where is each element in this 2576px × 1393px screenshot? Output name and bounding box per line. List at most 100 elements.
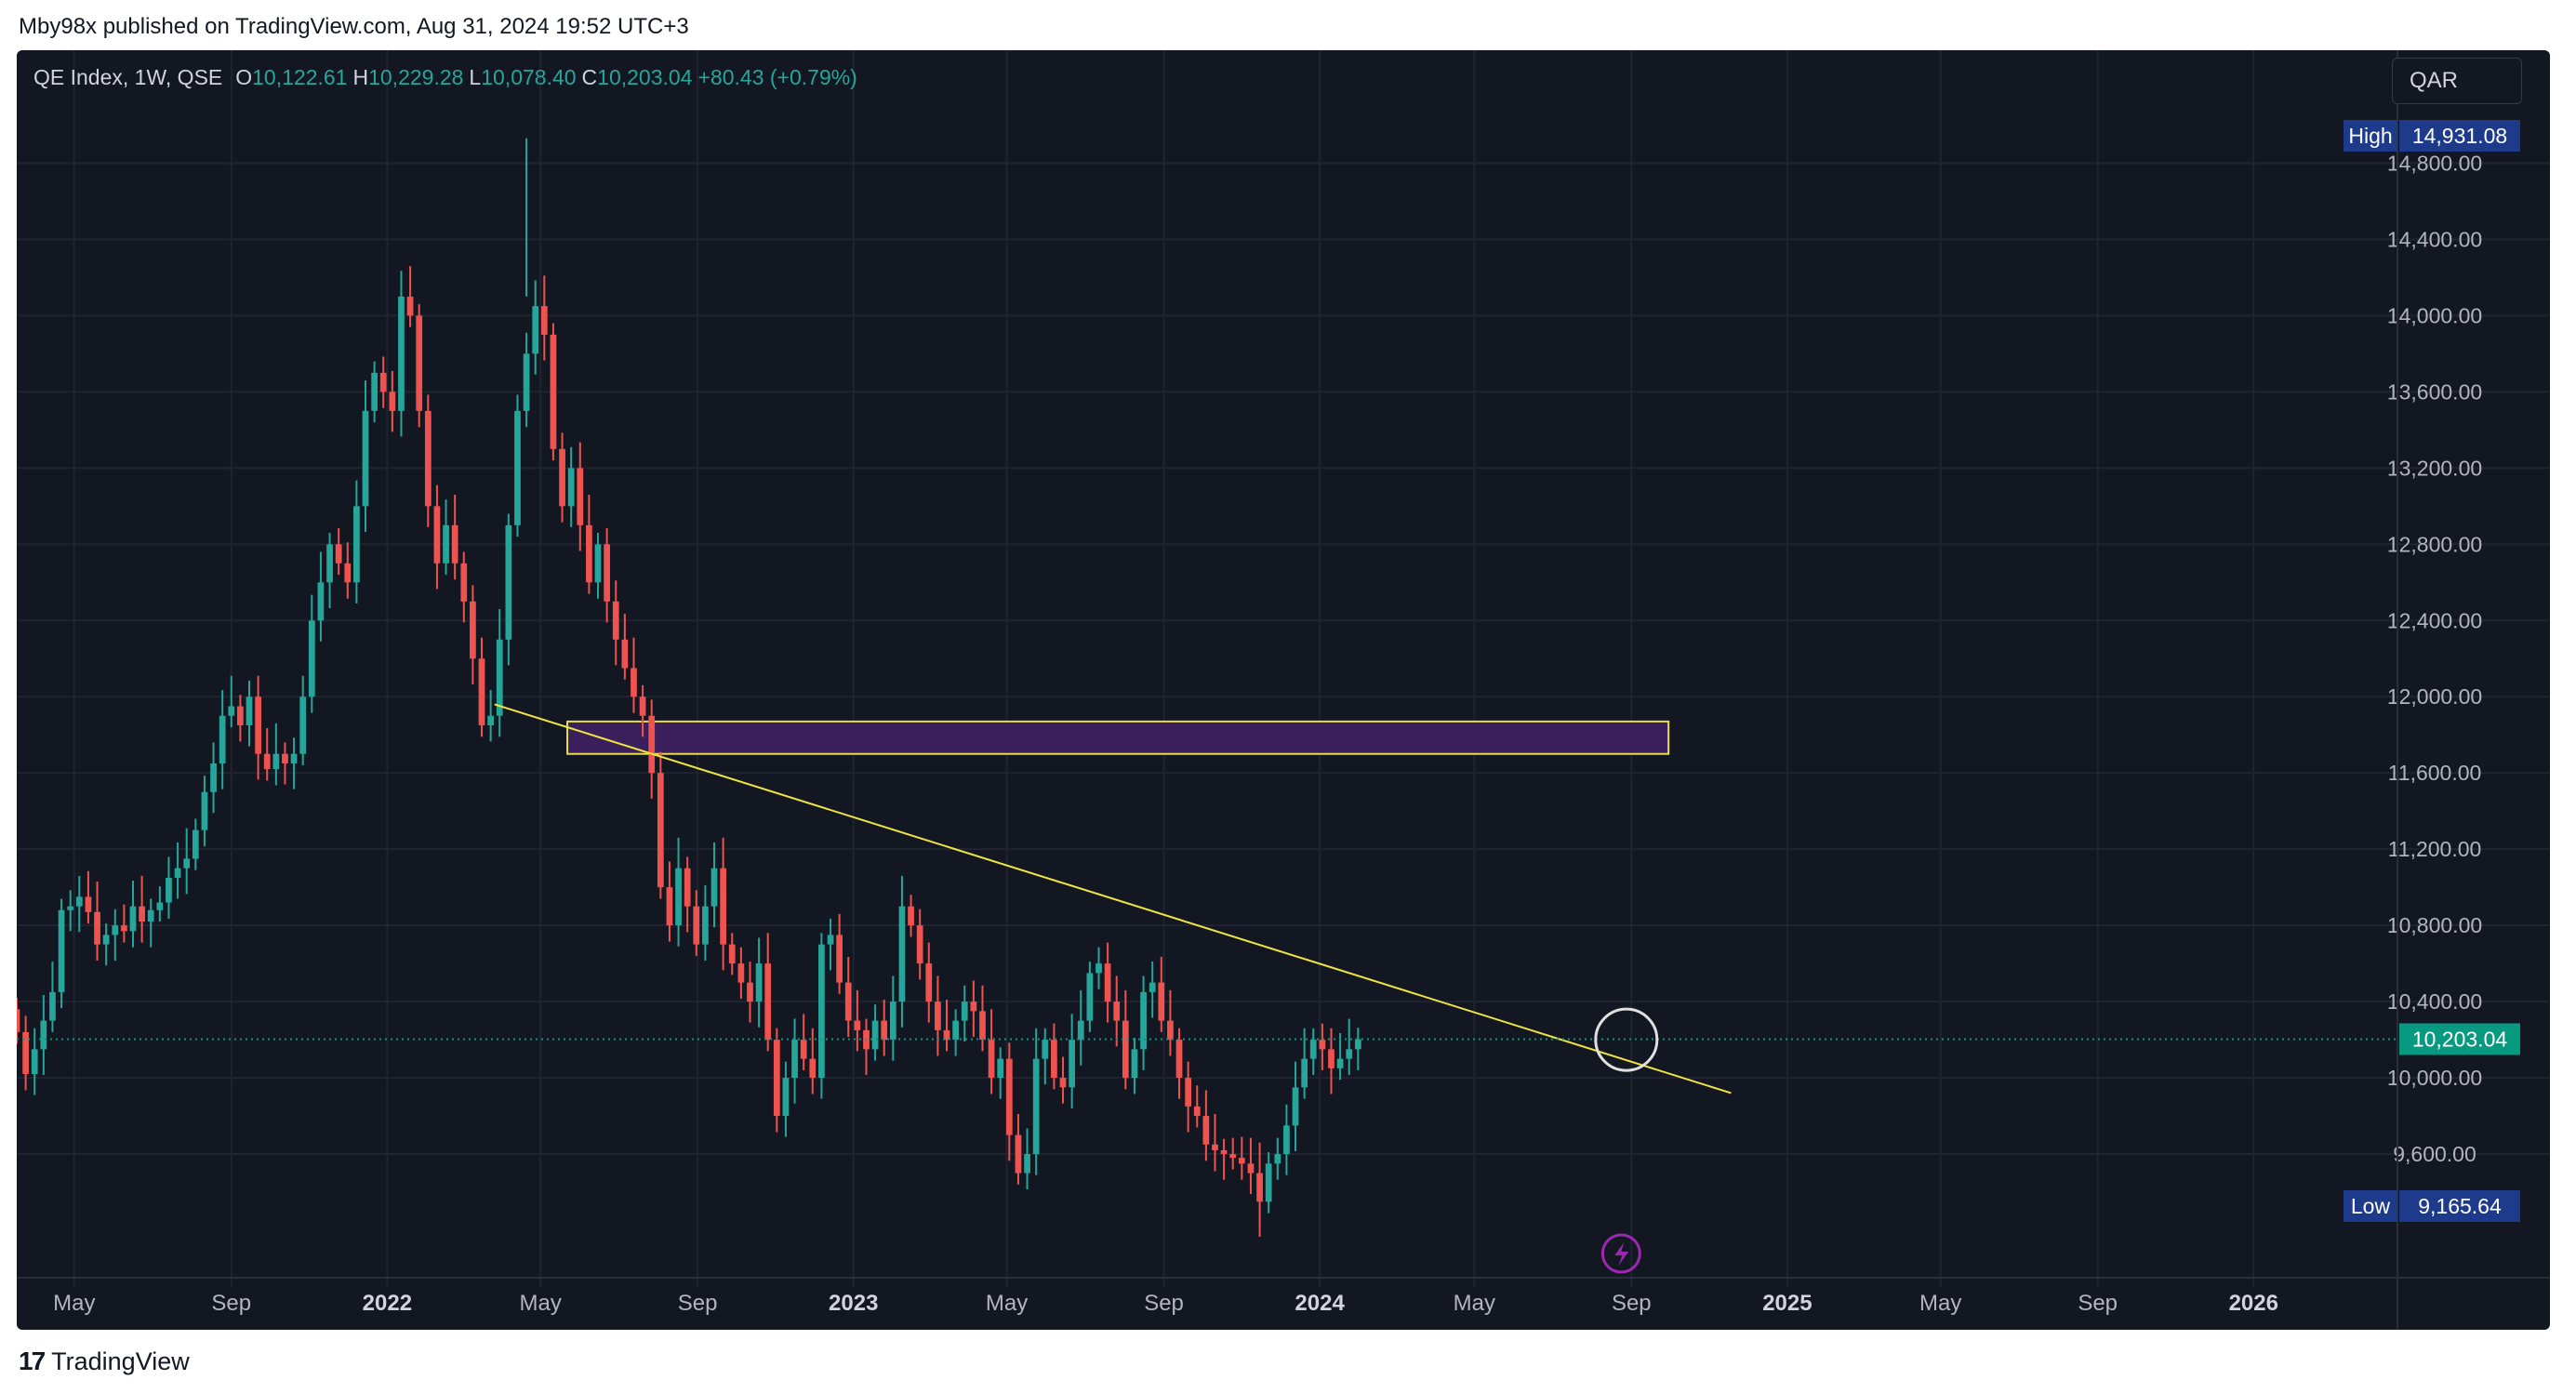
candle-body	[908, 906, 914, 926]
candle-body	[594, 544, 602, 583]
candle-body	[183, 858, 191, 869]
candle-body	[988, 1040, 995, 1079]
candle-body	[1309, 1040, 1317, 1059]
candle-body	[335, 544, 342, 564]
candle-body	[639, 696, 646, 716]
y-tick-label: 12,400.00	[2387, 608, 2482, 632]
candle-body	[112, 925, 119, 935]
candle-body	[67, 906, 74, 910]
candle-body	[1247, 1163, 1255, 1174]
x-tick-label: May	[1919, 1291, 1961, 1316]
candle-body	[854, 1020, 861, 1030]
candle-body	[1328, 1049, 1334, 1068]
x-tick-label: Sep	[2078, 1291, 2118, 1316]
candle-body	[559, 448, 565, 507]
candle-body	[1354, 1039, 1361, 1050]
candle-body	[710, 868, 718, 907]
candle-body	[720, 868, 726, 945]
candle-body	[1005, 1058, 1013, 1135]
low-label: L	[469, 65, 482, 89]
candle-body	[791, 1040, 798, 1079]
candle-body	[219, 715, 226, 763]
axes: 9,600.00 10,000.00 10,400.00 10,800.00 11,20…	[17, 50, 2550, 1330]
candle-body	[1149, 982, 1156, 992]
price-badges: High 14,931.08 Low 9,165.64 10,203.04	[2344, 120, 2520, 1222]
candle-body	[58, 909, 65, 992]
candle-body	[1301, 1058, 1308, 1088]
candle-body	[1274, 1154, 1281, 1164]
candle-body	[1095, 963, 1102, 974]
candle-body	[299, 696, 307, 754]
candle-body	[496, 639, 503, 716]
candle-body	[272, 753, 280, 770]
x-tick-label: May	[986, 1291, 1028, 1316]
candle-body	[505, 524, 512, 640]
candle-body	[1140, 991, 1147, 1050]
publish-header: Mby98x published on TradingView.com, Aug…	[0, 0, 2576, 54]
candle-body	[1256, 1173, 1263, 1202]
x-tick-label: 2023	[829, 1291, 878, 1316]
candle-body	[764, 963, 772, 1041]
y-tick-label: 13,600.00	[2387, 379, 2482, 404]
lightning-bolt-icon	[1614, 1242, 1629, 1266]
candle-body	[1292, 1087, 1299, 1126]
symbol-legend: QE Index, 1W, QSE O10,122.61 H10,229.28 …	[33, 65, 857, 90]
y-tick-label: 10,800.00	[2387, 913, 2482, 937]
lightning-icon	[1600, 1233, 1641, 1274]
candle-body	[31, 1049, 38, 1074]
last-price-badge-value-box	[2399, 1023, 2520, 1055]
candle-body	[1175, 1040, 1183, 1079]
y-tick-label: 14,000.00	[2387, 303, 2482, 327]
x-tick-label: 2026	[2229, 1291, 2278, 1316]
candle-body	[675, 868, 682, 926]
candle-body	[540, 306, 548, 335]
candle-body	[308, 620, 315, 697]
candle-body	[657, 773, 664, 888]
candle-body	[389, 391, 396, 411]
symbol-name: QE Index, 1W, QSE	[33, 65, 223, 89]
candle-body	[1336, 1058, 1344, 1068]
candle-body	[371, 372, 378, 411]
trendline-layer	[17, 703, 2397, 1274]
candle-body	[40, 1020, 47, 1050]
publish-line: Mby98x published on TradingView.com, Aug…	[19, 14, 689, 39]
candle-body	[684, 868, 691, 907]
chart-panel[interactable]: 9,600.00 10,000.00 10,400.00 10,800.00 11,20…	[17, 50, 2550, 1330]
currency-button[interactable]: QAR	[2392, 58, 2522, 104]
candle-body	[344, 563, 352, 583]
candle-body	[379, 372, 387, 392]
y-tick-label: 13,200.00	[2387, 456, 2482, 480]
last-price-badge: 10,203.04	[2399, 1023, 2520, 1055]
close-label: C	[581, 65, 598, 89]
candle-body	[1015, 1134, 1022, 1174]
candle-body	[737, 963, 745, 983]
y-tick-label: 11,600.00	[2388, 761, 2482, 785]
low-badge-label: Low	[2351, 1194, 2391, 1218]
low-badge: Low 9,165.64	[2344, 1190, 2520, 1222]
candle-body	[129, 906, 137, 932]
candle-body	[85, 896, 92, 912]
price-chart[interactable]: 9,600.00 10,000.00 10,400.00 10,800.00 11,20…	[17, 50, 2550, 1330]
candle-body	[94, 911, 100, 945]
candle-body	[925, 963, 933, 1002]
candle-body	[166, 877, 172, 903]
candle-body	[1086, 973, 1094, 1021]
candle-body	[290, 753, 298, 763]
candle-body	[1167, 1020, 1174, 1041]
candle-body	[1185, 1078, 1192, 1107]
candle-body	[1059, 1078, 1067, 1088]
change-value: +80.43 (+0.79%)	[697, 65, 857, 89]
last-price-badge-value: 10,203.04	[2412, 1027, 2508, 1051]
y-tick-label: 9,600.00	[2393, 1142, 2476, 1166]
candle-body	[1283, 1125, 1290, 1155]
candle-body	[693, 906, 700, 945]
resistance-zone	[566, 720, 1670, 755]
candle-body	[1042, 1040, 1049, 1059]
candle-body	[586, 524, 592, 583]
candle-body	[263, 753, 271, 770]
candle-body	[156, 902, 164, 910]
candle-body	[147, 909, 154, 922]
candle-body	[631, 668, 637, 697]
candle-body	[139, 906, 145, 922]
tradingview-logo[interactable]: 17 TradingView	[19, 1347, 190, 1376]
